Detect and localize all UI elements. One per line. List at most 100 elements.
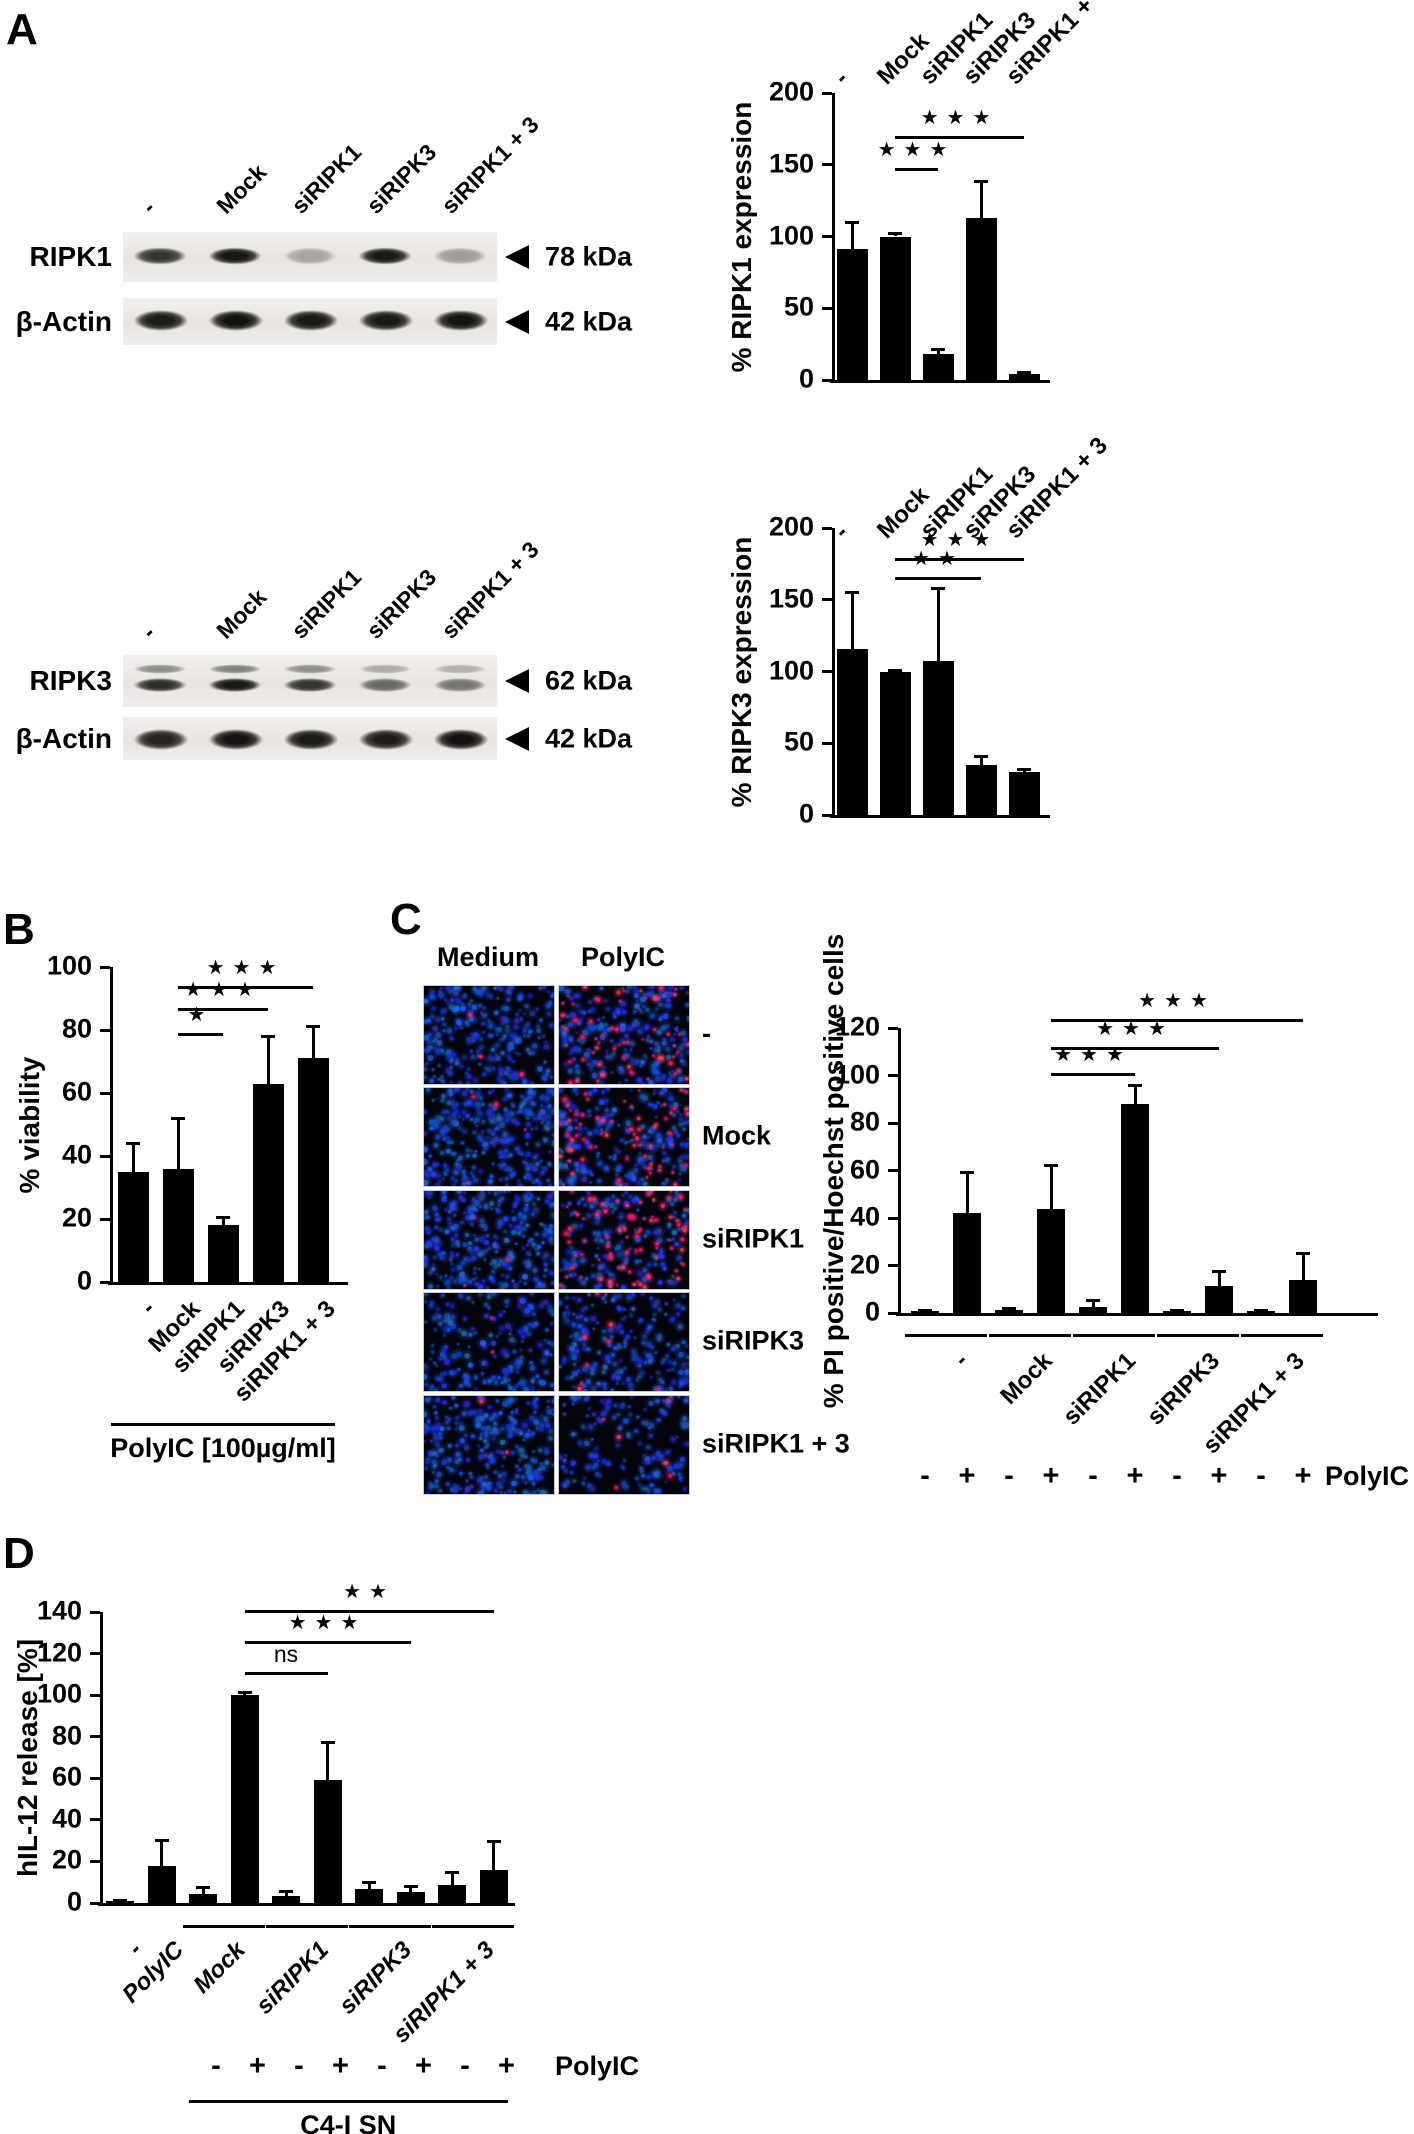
polyic-sign: -	[1172, 1460, 1182, 1492]
y-tick-label: 0	[76, 1265, 92, 1296]
polyic-sign: +	[1294, 1460, 1312, 1492]
bar	[147, 1865, 176, 1903]
kda-label: 42 kDa	[545, 306, 633, 336]
error-bar-cap	[1170, 1308, 1184, 1312]
bar	[106, 1900, 134, 1903]
error-bar	[266, 1036, 270, 1084]
polyic-sign: +	[332, 2050, 349, 2082]
error-bar-cap	[888, 232, 902, 236]
error-bar	[131, 1143, 135, 1172]
row-label: siRIPK3	[702, 1325, 805, 1356]
y-tick-label: 100	[834, 1058, 880, 1089]
blot-band	[201, 726, 271, 753]
y-axis-label: % PI positive/Hoechst positive cells	[818, 933, 849, 1408]
significance-line	[178, 1033, 223, 1037]
column-header: Medium	[436, 942, 540, 972]
error-bar	[284, 1891, 288, 1896]
x-axis	[830, 380, 1050, 383]
blot-band	[276, 245, 344, 267]
error-bar-cap	[279, 1890, 293, 1894]
group-underline	[432, 1925, 514, 1928]
error-bar-cap	[918, 1308, 932, 1312]
error-bar-cap	[931, 348, 945, 352]
significance-line	[244, 1609, 494, 1613]
x-axis	[896, 1313, 1378, 1316]
y-tick-label: 60	[61, 1076, 92, 1107]
bar	[438, 1885, 466, 1903]
y-tick	[90, 1693, 100, 1697]
lane-label: siRIPK1	[286, 563, 367, 644]
chart-hil12-release: 0 20 40 60 80 100 120 140 hIL-12 release [%] - Pol…	[0, 1560, 700, 2134]
error-bar	[965, 1172, 969, 1214]
error-bar	[979, 756, 983, 765]
error-bar	[160, 1840, 163, 1866]
bar	[953, 1213, 981, 1313]
bar	[1008, 374, 1040, 380]
polyic-sign: +	[415, 2050, 432, 2082]
bar	[1163, 1311, 1191, 1313]
y-tick-label: 100	[768, 219, 814, 250]
y-tick	[90, 1735, 100, 1739]
significance-label: ★★	[343, 1578, 395, 1603]
fluorescence-image	[423, 1292, 555, 1392]
bar	[207, 1225, 239, 1282]
significance-line	[1051, 1018, 1303, 1022]
group-underline	[989, 1334, 1071, 1337]
row-label: siRIPK1	[702, 1223, 805, 1254]
western-blot-ripk1: - Mock siRIPK1 siRIPK3 siRIPK1 + 3 RIPK1 78 kD…	[0, 80, 700, 380]
error-bar-cap	[362, 1880, 376, 1884]
y-axis-label: % RIPK1 expression	[726, 101, 757, 372]
blot-band-upper	[276, 663, 344, 675]
y-tick	[90, 1652, 100, 1656]
group-underline	[1073, 1334, 1155, 1337]
category-label: -	[135, 1295, 161, 1321]
error-bar-cap	[888, 668, 902, 672]
error-bar	[409, 1886, 412, 1892]
y-tick-label: 120	[36, 1636, 82, 1667]
y-tick	[90, 1818, 100, 1822]
bar	[1079, 1307, 1107, 1313]
group-underline	[183, 1925, 265, 1928]
significance-line	[895, 576, 981, 580]
error-bar-cap	[403, 1884, 418, 1888]
bar	[297, 1058, 329, 1282]
error-bar	[1091, 1300, 1095, 1308]
polyic-sign: -	[377, 2050, 387, 2082]
y-tick	[822, 741, 832, 745]
lane-label: -	[136, 194, 161, 219]
error-bar-cap	[1212, 1269, 1226, 1273]
bar	[879, 236, 911, 380]
y-tick-label: 120	[834, 1011, 880, 1042]
fluorescence-image	[423, 1395, 555, 1495]
error-bar-cap	[445, 1871, 459, 1875]
bar	[252, 1083, 284, 1282]
error-bar-cap	[237, 1690, 252, 1694]
error-bar	[1301, 1253, 1305, 1280]
kda-label: 42 kDa	[545, 723, 633, 753]
polyic-sign: -	[1256, 1460, 1266, 1492]
bar	[1289, 1279, 1317, 1313]
y-tick-label: 150	[768, 583, 814, 614]
error-bar	[1049, 1165, 1053, 1209]
y-tick-label: 0	[798, 798, 814, 829]
y-tick	[100, 1154, 110, 1158]
error-bar-cap	[1017, 767, 1031, 771]
blot-band	[351, 726, 421, 753]
kda-label: 78 kDa	[545, 241, 633, 272]
y-tick	[888, 1311, 898, 1315]
error-bar-cap	[1002, 1307, 1016, 1311]
y-tick	[822, 235, 832, 238]
bar	[922, 354, 954, 380]
polyic-sign: -	[211, 2050, 221, 2082]
y-tick	[822, 526, 832, 530]
fluorescence-image	[558, 1190, 690, 1290]
group-underline	[1157, 1334, 1239, 1337]
bar	[836, 648, 868, 815]
y-tick	[90, 1776, 100, 1780]
error-bar-cap	[845, 591, 859, 595]
bar	[1121, 1104, 1149, 1313]
bar	[189, 1893, 217, 1903]
error-bar-cap	[1086, 1298, 1100, 1302]
fluorescence-image	[423, 1087, 555, 1187]
error-bar	[243, 1692, 246, 1696]
